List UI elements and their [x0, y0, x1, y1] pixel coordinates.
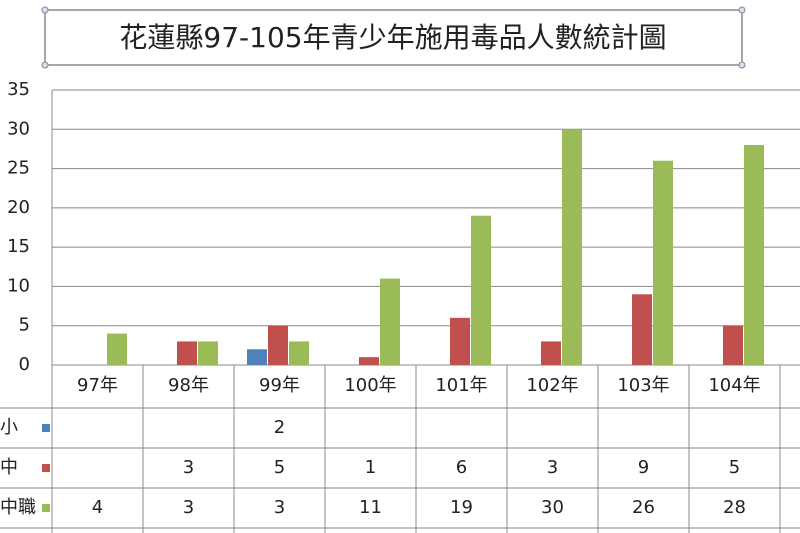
x-tick-label: 98年	[168, 375, 209, 396]
legend-key	[42, 424, 50, 432]
x-tick-label: 97年	[77, 375, 118, 396]
bar	[289, 341, 309, 365]
y-tick-label: 25	[7, 158, 30, 179]
handle	[738, 6, 746, 14]
legend-label: 小	[0, 417, 18, 438]
table-cell: 3	[183, 457, 194, 478]
title-box	[44, 9, 743, 66]
table-cell: 3	[183, 497, 194, 518]
bar	[359, 357, 379, 365]
bar	[632, 294, 652, 365]
x-tick-label: 101年	[435, 375, 487, 396]
table-cell: 11	[359, 497, 382, 518]
x-tick-label: 104年	[708, 375, 760, 396]
legend-label: 中職	[0, 497, 36, 518]
handle	[41, 6, 49, 14]
y-tick-label: 0	[19, 354, 30, 375]
bar	[107, 333, 127, 365]
table-cell: 4	[92, 497, 103, 518]
y-tick-label: 10	[7, 275, 30, 296]
bar	[450, 317, 470, 365]
table-cell: 9	[638, 457, 649, 478]
bar	[247, 349, 267, 365]
handle	[41, 61, 49, 69]
bar	[268, 325, 288, 365]
bar	[723, 325, 743, 365]
table-cell: 5	[729, 457, 740, 478]
y-tick-label: 35	[7, 79, 30, 100]
x-tick-label: 102年	[526, 375, 578, 396]
table-cell: 6	[456, 457, 467, 478]
bar	[471, 215, 491, 365]
x-tick-label: 100年	[344, 375, 396, 396]
y-tick-label: 5	[19, 315, 30, 336]
table-cell: 28	[723, 497, 746, 518]
bar	[177, 341, 197, 365]
chart-title: 花蓮縣97-105年青少年施用毒品人數統計圖	[119, 21, 666, 54]
table-cell: 30	[541, 497, 564, 518]
legend-label: 中	[0, 457, 18, 478]
legend-key	[42, 504, 50, 512]
table-cell: 5	[274, 457, 285, 478]
table-cell: 19	[450, 497, 473, 518]
bar	[653, 160, 673, 365]
bar	[541, 341, 561, 365]
legend-key	[42, 464, 50, 472]
y-tick-label: 30	[7, 118, 30, 139]
bar	[198, 341, 218, 365]
bar	[744, 145, 764, 365]
y-tick-label: 15	[7, 236, 30, 257]
bar	[562, 129, 582, 365]
table-cell: 3	[547, 457, 558, 478]
table-cell: 2	[274, 417, 285, 438]
x-tick-label: 99年	[259, 375, 300, 396]
x-tick-label: 103年	[617, 375, 669, 396]
bar	[380, 278, 400, 365]
handle	[738, 61, 746, 69]
table-cell: 26	[632, 497, 655, 518]
table-cell: 3	[274, 497, 285, 518]
y-tick-label: 20	[7, 197, 30, 218]
table-cell: 1	[365, 457, 376, 478]
